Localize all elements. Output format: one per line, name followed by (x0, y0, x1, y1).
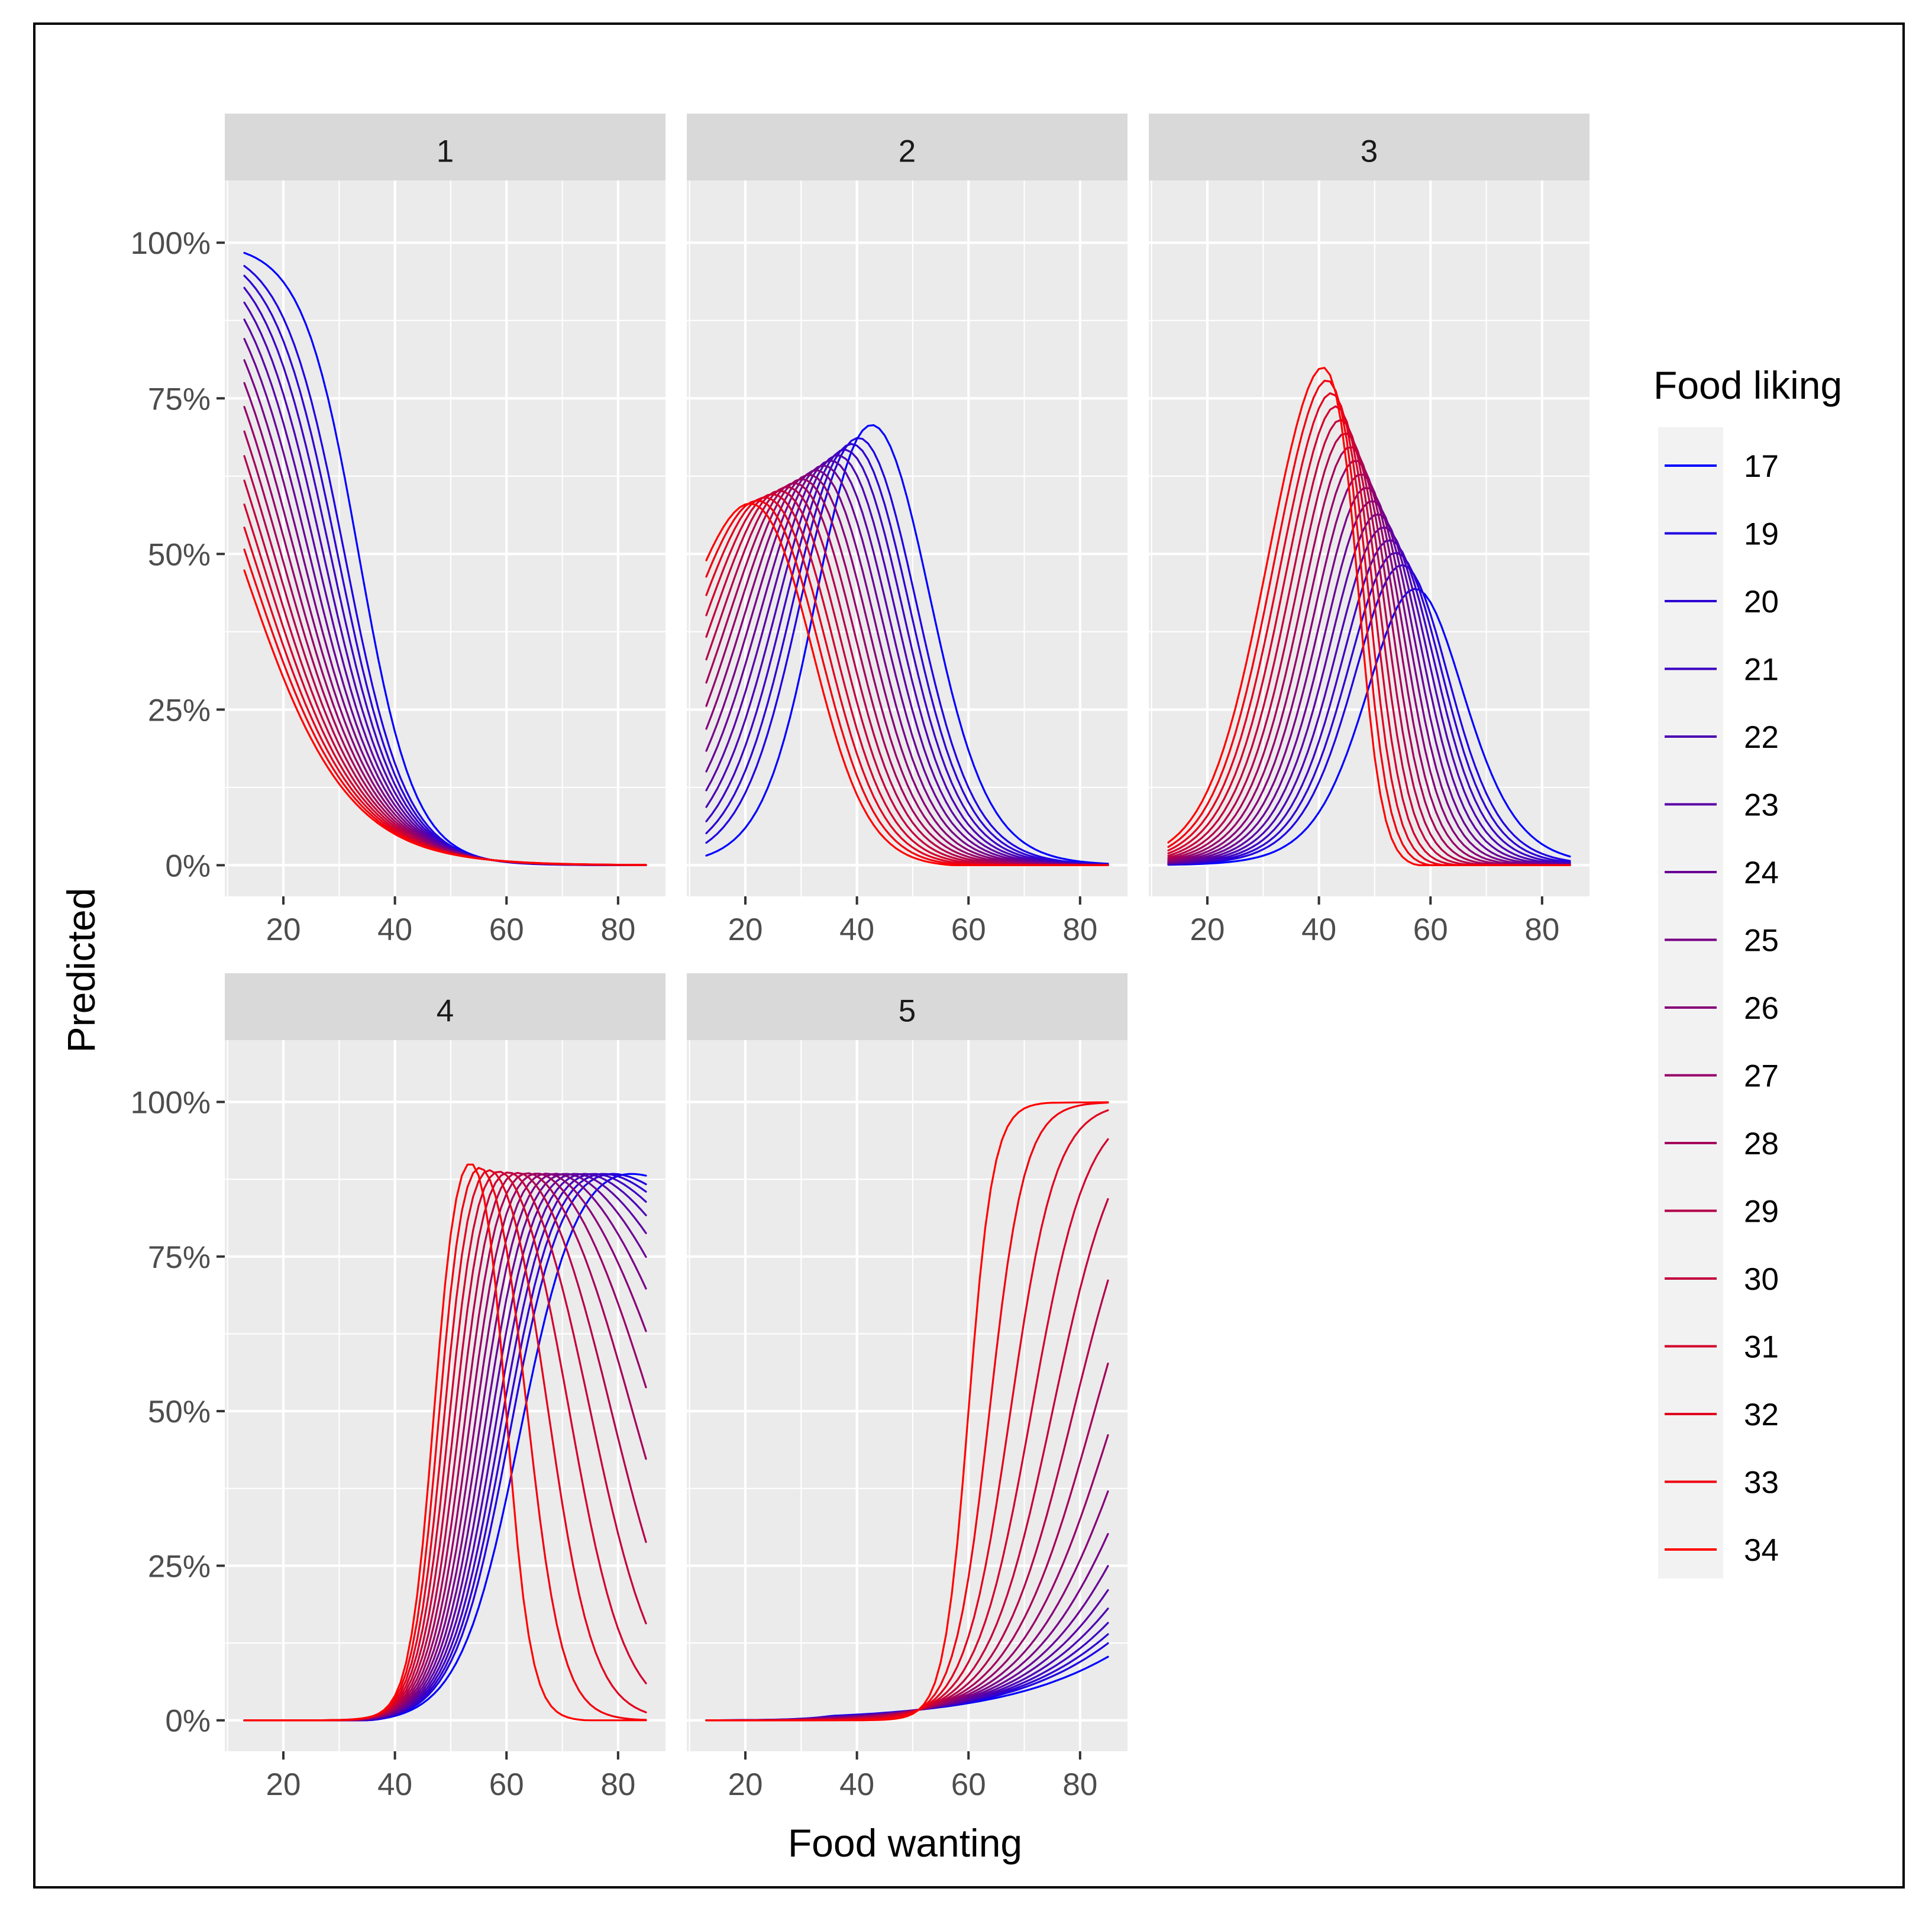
x-tick-label: 20 (266, 1767, 301, 1802)
x-tick-label: 40 (839, 1767, 874, 1802)
y-tick-label: 75% (148, 1240, 211, 1275)
x-tick-label: 80 (600, 912, 635, 947)
x-tick-label: 20 (728, 912, 763, 947)
series-lines-3 (1167, 367, 1571, 866)
x-tick-label: 60 (951, 912, 986, 947)
legend-label-19: 19 (1744, 517, 1779, 552)
series-lines-4 (243, 1163, 647, 1722)
legend-label-32: 32 (1744, 1397, 1779, 1432)
legend-label-29: 29 (1744, 1195, 1779, 1229)
y-tick-label: 75% (148, 382, 211, 417)
line-panel-3-liking-22 (1167, 527, 1571, 866)
y-tick-label: 50% (148, 537, 211, 572)
legend-label-28: 28 (1744, 1126, 1779, 1161)
x-tick-label: 80 (1524, 912, 1559, 947)
legend-label-20: 20 (1744, 585, 1779, 619)
panel-2: 2 20 40 60 80 (687, 114, 1127, 947)
plot-area-3 (1149, 180, 1589, 896)
strip-1 (225, 114, 665, 188)
x-tick-label: 80 (1062, 1767, 1097, 1802)
line-panel-3-liking-17 (1167, 587, 1571, 866)
line-panel-3-liking-34 (1167, 367, 1571, 866)
strip-3 (1149, 114, 1589, 188)
x-tick-label: 40 (839, 912, 874, 947)
x-tick-label: 80 (1062, 912, 1097, 947)
y-axis-title: Predicted (59, 888, 103, 1053)
strip-2 (687, 114, 1127, 188)
legend-key-background (1658, 427, 1723, 1578)
line-panel-2-liking-20 (705, 443, 1109, 866)
x-tick-label: 80 (600, 1767, 635, 1802)
legend-entries: 17 19 20 21 22 23 24 25 26 27 28 29 30 31 32 33 34 (1665, 449, 1779, 1568)
legend-label-34: 34 (1744, 1533, 1779, 1568)
figure-border (33, 22, 1905, 1889)
strip-4 (225, 973, 665, 1047)
line-panel-4-liking-34 (243, 1163, 647, 1722)
strip-5 (687, 973, 1127, 1047)
x-tick-label: 20 (1190, 912, 1225, 947)
y-tick-label: 0% (165, 1704, 211, 1739)
x-tick-label: 60 (1413, 912, 1448, 947)
legend-label-21: 21 (1744, 653, 1779, 687)
y-tick-label: 100% (130, 1086, 211, 1121)
series-lines-2 (705, 424, 1109, 866)
strip-label-5: 5 (899, 994, 916, 1029)
strip-label-3: 3 (1361, 134, 1378, 169)
legend-label-17: 17 (1744, 449, 1779, 484)
legend-label-26: 26 (1744, 991, 1779, 1026)
strip-label-4: 4 (437, 994, 454, 1029)
x-tick-label: 20 (266, 912, 301, 947)
x-tick-label: 40 (377, 912, 412, 947)
legend-label-23: 23 (1744, 788, 1779, 823)
legend-title: Food liking (1653, 363, 1842, 407)
x-tick-label: 60 (489, 1767, 524, 1802)
legend-label-30: 30 (1744, 1262, 1779, 1297)
panel-5: 5 20 40 60 80 (687, 973, 1127, 1802)
plot-area-2 (687, 180, 1127, 896)
series-lines-1 (243, 251, 647, 866)
line-panel-3-liking-19 (1167, 564, 1571, 866)
y-tick-label: 25% (148, 1549, 211, 1584)
axis-titles: Food wanting Predicted (59, 888, 1022, 1865)
panel-4: 4 20 40 60 80 0% 25% 50% 75% 100% (130, 973, 665, 1802)
y-tick-label: 50% (148, 1394, 211, 1429)
x-tick-label: 20 (728, 1767, 763, 1802)
y-tick-label: 25% (148, 693, 211, 728)
line-panel-2-liking-21 (705, 448, 1109, 866)
strip-label-1: 1 (437, 134, 454, 169)
x-tick-label: 40 (1301, 912, 1336, 947)
legend: Food liking 17 19 20 21 22 23 24 25 26 27 28 29 30 31… (1653, 363, 1842, 1578)
legend-label-24: 24 (1744, 856, 1779, 890)
strip-label-2: 2 (899, 134, 916, 169)
panel-3: 3 20 40 60 80 (1149, 114, 1589, 947)
line-panel-3-liking-21 (1167, 539, 1571, 865)
y-tick-label: 100% (130, 226, 211, 261)
line-panel-2-liking-19 (705, 437, 1109, 866)
legend-label-27: 27 (1744, 1059, 1779, 1094)
line-panel-5-liking-34 (705, 1101, 1109, 1722)
x-tick-label: 60 (489, 912, 524, 947)
line-panel-2-liking-34 (705, 502, 1109, 866)
legend-label-22: 22 (1744, 720, 1779, 755)
legend-label-31: 31 (1744, 1330, 1779, 1365)
x-axis-title: Food wanting (788, 1821, 1022, 1865)
line-panel-2-liking-17 (705, 424, 1109, 865)
x-tick-label: 60 (951, 1767, 986, 1802)
plot-area-5 (687, 1040, 1127, 1751)
legend-label-33: 33 (1744, 1465, 1779, 1500)
legend-label-25: 25 (1744, 924, 1779, 958)
series-lines-5 (705, 1101, 1109, 1722)
y-tick-label: 0% (165, 848, 211, 883)
x-tick-label: 40 (377, 1767, 412, 1802)
panel-1: 1 20 40 60 80 0% 25% 50% 75% 100% (130, 114, 665, 947)
line-panel-1-liking-34 (243, 569, 647, 866)
